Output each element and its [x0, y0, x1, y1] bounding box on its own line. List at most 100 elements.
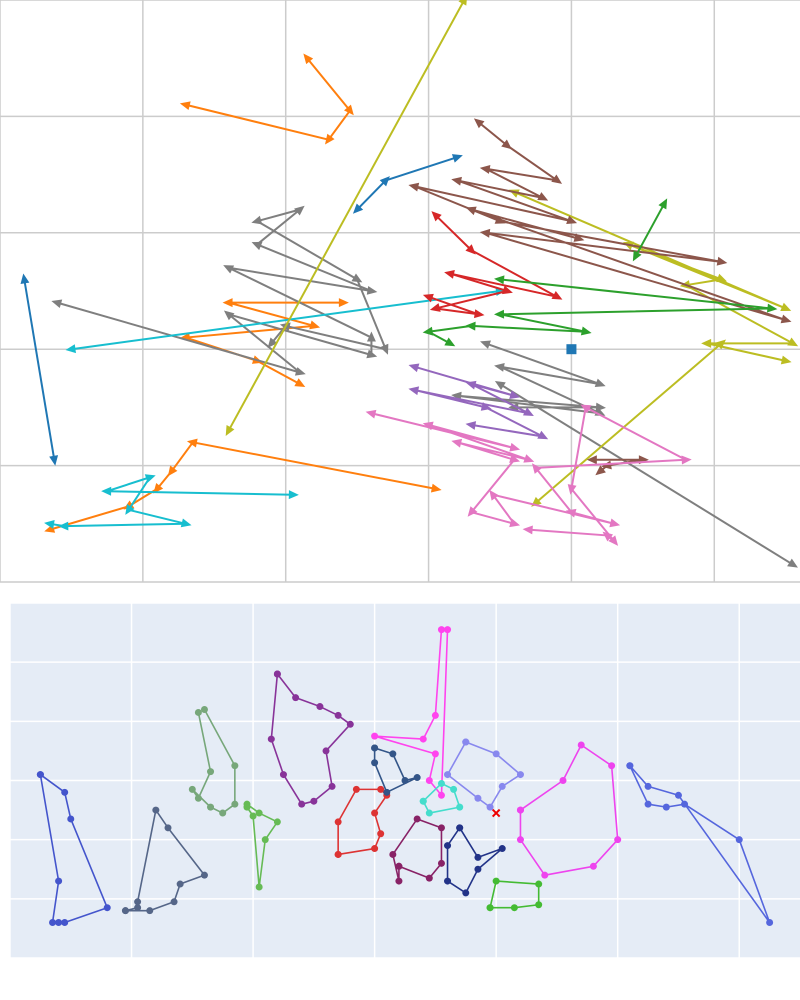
- series-line: [49, 441, 436, 531]
- data-point: [261, 836, 269, 844]
- data-point: [430, 483, 442, 493]
- data-point: [522, 525, 533, 535]
- data-point: [251, 241, 263, 251]
- series-4: [243, 800, 281, 891]
- data-point: [462, 738, 470, 746]
- data-point: [658, 198, 668, 210]
- data-point: [479, 165, 491, 174]
- data-point: [429, 303, 441, 312]
- data-point: [523, 454, 535, 463]
- data-point: [389, 850, 397, 858]
- data-point: [509, 454, 521, 463]
- series-18: [422, 275, 778, 347]
- data-point: [498, 782, 506, 790]
- data-point: [383, 788, 391, 796]
- data-point: [458, 0, 467, 6]
- data-point: [573, 233, 585, 242]
- data-point: [152, 806, 160, 814]
- data-point: [580, 404, 592, 414]
- data-point: [267, 735, 275, 743]
- data-point: [164, 824, 172, 832]
- data-point: [437, 779, 445, 787]
- data-point: [551, 290, 563, 300]
- series-line: [413, 365, 544, 438]
- data-point: [55, 877, 63, 885]
- data-point: [309, 320, 321, 330]
- data-point: [444, 842, 452, 850]
- data-point: [408, 363, 420, 373]
- data-point: [176, 880, 184, 888]
- data-point: [486, 904, 494, 912]
- data-point: [537, 430, 549, 440]
- data-point: [377, 830, 385, 838]
- data-point: [419, 797, 427, 805]
- data-point: [451, 154, 463, 163]
- data-point: [328, 782, 336, 790]
- data-point: [422, 293, 434, 303]
- data-point: [125, 504, 135, 515]
- data-point: [535, 901, 543, 909]
- data-point: [431, 750, 439, 758]
- series-7: [451, 340, 606, 416]
- data-point: [431, 711, 439, 719]
- data-point: [167, 465, 178, 477]
- data-point: [294, 378, 306, 387]
- series-line: [446, 827, 504, 894]
- data-point: [674, 791, 682, 799]
- x-marker-stroke: [491, 808, 501, 818]
- data-point: [444, 771, 452, 779]
- data-point: [61, 788, 69, 796]
- data-point: [479, 228, 491, 238]
- data-point: [425, 809, 433, 817]
- data-point: [65, 344, 76, 354]
- data-point: [401, 777, 409, 784]
- data-point: [494, 275, 505, 285]
- data-point: [251, 215, 263, 225]
- data-point: [371, 759, 379, 767]
- data-point: [522, 407, 534, 416]
- data-point: [325, 133, 335, 145]
- data-point: [474, 853, 482, 861]
- series-10: [44, 474, 299, 531]
- data-point: [377, 785, 385, 793]
- data-point: [51, 299, 63, 309]
- data-point: [422, 326, 434, 336]
- series-2: [121, 806, 208, 915]
- data-point: [186, 438, 198, 448]
- data-point: [288, 490, 299, 500]
- data-point: [465, 321, 476, 331]
- series-1: [179, 53, 354, 145]
- data-point: [366, 285, 378, 295]
- data-point: [632, 250, 642, 262]
- data-point: [465, 380, 477, 390]
- data-point: [303, 53, 314, 65]
- series-10: [419, 779, 464, 817]
- data-point: [273, 818, 281, 826]
- data-point: [465, 244, 476, 255]
- data-point: [437, 791, 445, 799]
- data-point: [180, 518, 192, 528]
- data-point: [419, 735, 427, 743]
- data-point: [352, 203, 364, 214]
- data-point: [586, 455, 597, 465]
- data-point: [780, 302, 792, 311]
- data-point: [509, 390, 521, 399]
- data-point: [467, 506, 478, 517]
- data-point: [408, 182, 420, 192]
- data-point: [780, 314, 792, 324]
- data-point: [456, 803, 464, 811]
- data-point: [344, 104, 354, 116]
- data-point: [365, 409, 377, 419]
- data-point: [200, 871, 208, 879]
- data-point: [334, 711, 342, 719]
- series-7: [371, 744, 421, 796]
- series-6: [51, 205, 389, 376]
- data-point: [787, 558, 798, 568]
- chart-top-plot: [0, 0, 800, 583]
- data-point: [437, 824, 445, 832]
- data-point: [413, 815, 421, 823]
- data-point: [55, 919, 63, 926]
- series-11: [444, 738, 524, 811]
- data-point: [395, 877, 403, 885]
- data-point: [474, 865, 482, 873]
